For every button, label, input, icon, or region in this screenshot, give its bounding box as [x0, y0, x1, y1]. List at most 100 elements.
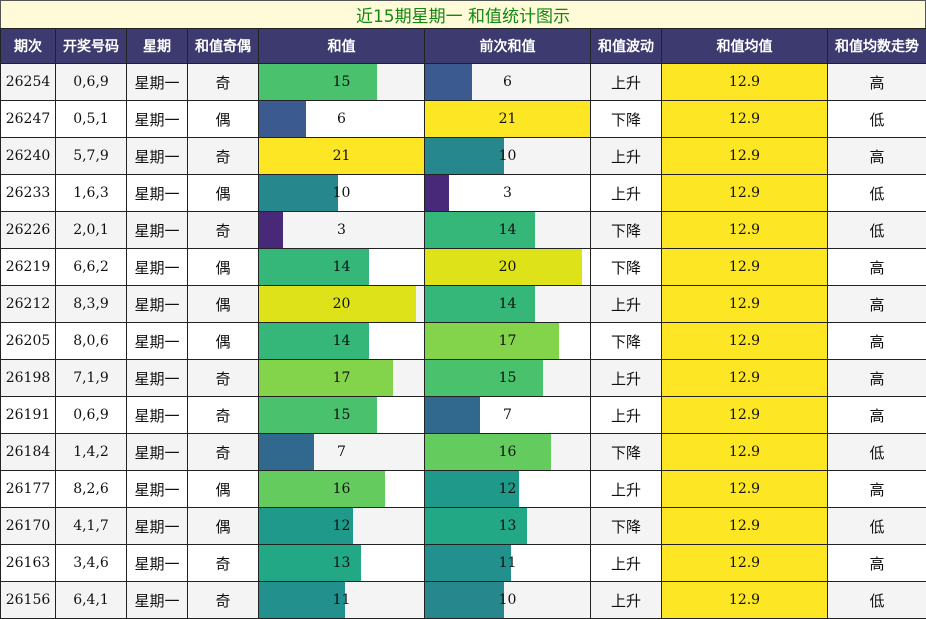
sum-bar-cell: 14	[258, 248, 425, 286]
prev-sum-value: 3	[503, 185, 512, 201]
table-row: 26226 2,0,1 星期一奇 3 14 下降 12.9 低	[0, 211, 926, 249]
table-row: 26219 6,6,2 星期一偶 14 20 下降 12.9 高	[0, 248, 926, 286]
avg-trend-cell: 低	[827, 100, 926, 138]
numbers-cell: 1,6,3	[55, 174, 127, 212]
prev-sum-bar	[425, 434, 551, 470]
trend-cell: 上升	[590, 359, 662, 397]
issue-cell: 26219	[0, 248, 56, 286]
issue-cell: 26212	[0, 285, 56, 323]
parity-cell: 奇	[187, 433, 259, 471]
table-row: 26233 1,6,3 星期一偶 10 3 上升 12.9 低	[0, 174, 926, 212]
sum-bar	[259, 64, 377, 100]
prev-sum-value: 12	[498, 481, 517, 497]
avg-cell: 12.9	[661, 174, 828, 212]
prev-sum-value: 16	[498, 444, 517, 460]
trend-cell: 下降	[590, 211, 662, 249]
avg-cell: 12.9	[661, 137, 828, 175]
sum-bar-cell: 17	[258, 359, 425, 397]
prev-sum-value: 17	[498, 333, 517, 349]
trend-cell: 下降	[590, 248, 662, 286]
prev-sum-bar-cell: 14	[424, 285, 591, 323]
avg-cell: 12.9	[661, 248, 828, 286]
sum-value: 3	[337, 222, 346, 238]
weekday-cell: 星期一	[126, 544, 188, 582]
trend-cell: 下降	[590, 100, 662, 138]
col-header-numbers[interactable]: 开奖号码	[55, 28, 127, 64]
table-row: 26247 0,5,1 星期一偶 6 21 下降 12.9 低	[0, 100, 926, 138]
weekday-cell: 星期一	[126, 211, 188, 249]
avg-cell: 12.9	[661, 544, 828, 582]
col-header-sum[interactable]: 和值	[258, 28, 425, 64]
sum-bar	[259, 323, 369, 359]
issue-cell: 26170	[0, 507, 56, 545]
sum-value: 10	[332, 185, 351, 201]
avg-trend-cell: 高	[827, 285, 926, 323]
prev-sum-bar	[425, 397, 480, 433]
sum-bar-cell: 12	[258, 507, 425, 545]
weekday-cell: 星期一	[126, 322, 188, 360]
sum-bar	[259, 212, 283, 248]
sum-value: 12	[332, 518, 351, 534]
prev-sum-value: 10	[498, 148, 517, 164]
weekday-cell: 星期一	[126, 470, 188, 508]
avg-trend-cell: 低	[827, 174, 926, 212]
numbers-cell: 7,1,9	[55, 359, 127, 397]
sum-value: 15	[332, 74, 351, 90]
prev-sum-bar-cell: 21	[424, 100, 591, 138]
table-row: 26156 6,4,1 星期一奇 11 10 上升 12.9 低	[0, 581, 926, 619]
numbers-cell: 8,3,9	[55, 285, 127, 323]
numbers-cell: 8,2,6	[55, 470, 127, 508]
issue-cell: 26163	[0, 544, 56, 582]
sum-bar-cell: 20	[258, 285, 425, 323]
prev-sum-bar-cell: 10	[424, 581, 591, 619]
numbers-cell: 4,1,7	[55, 507, 127, 545]
issue-cell: 26177	[0, 470, 56, 508]
issue-cell: 26205	[0, 322, 56, 360]
col-header-weekday[interactable]: 星期	[126, 28, 188, 64]
weekday-cell: 星期一	[126, 433, 188, 471]
parity-cell: 偶	[187, 470, 259, 508]
avg-cell: 12.9	[661, 396, 828, 434]
table-row: 26198 7,1,9 星期一奇 17 15 上升 12.9 高	[0, 359, 926, 397]
sum-bar	[259, 545, 362, 581]
issue-cell: 26191	[0, 396, 56, 434]
weekday-cell: 星期一	[126, 100, 188, 138]
trend-cell: 上升	[590, 396, 662, 434]
numbers-cell: 8,0,6	[55, 322, 127, 360]
prev-sum-bar	[425, 249, 583, 285]
col-header-prev-sum[interactable]: 前次和值	[424, 28, 591, 64]
col-header-issue[interactable]: 期次	[0, 28, 56, 64]
col-header-avg-trend[interactable]: 和值均数走势	[827, 28, 926, 64]
avg-trend-cell: 低	[827, 433, 926, 471]
trend-cell: 上升	[590, 544, 662, 582]
issue-cell: 26240	[0, 137, 56, 175]
avg-cell: 12.9	[661, 507, 828, 545]
sum-value: 11	[332, 592, 351, 608]
table-row: 26177 8,2,6 星期一偶 16 12 上升 12.9 高	[0, 470, 926, 508]
sum-bar	[259, 582, 346, 618]
avg-trend-cell: 高	[827, 137, 926, 175]
avg-trend-cell: 高	[827, 396, 926, 434]
col-header-trend[interactable]: 和值波动	[590, 28, 662, 64]
prev-sum-value: 21	[498, 111, 517, 127]
prev-sum-bar	[425, 508, 528, 544]
numbers-cell: 5,7,9	[55, 137, 127, 175]
parity-cell: 偶	[187, 507, 259, 545]
prev-sum-bar	[425, 138, 504, 174]
prev-sum-bar	[425, 545, 512, 581]
col-header-avg[interactable]: 和值均值	[661, 28, 828, 64]
parity-cell: 偶	[187, 100, 259, 138]
prev-sum-value: 13	[498, 518, 517, 534]
table-row: 26254 0,6,9 星期一奇 15 6 上升 12.9 高	[0, 63, 926, 101]
prev-sum-value: 14	[498, 222, 517, 238]
prev-sum-bar	[425, 360, 543, 396]
prev-sum-bar	[425, 101, 590, 137]
sum-bar	[259, 508, 354, 544]
issue-cell: 26198	[0, 359, 56, 397]
avg-trend-cell: 高	[827, 359, 926, 397]
prev-sum-bar-cell: 6	[424, 63, 591, 101]
weekday-cell: 星期一	[126, 581, 188, 619]
col-header-parity[interactable]: 和值奇偶	[187, 28, 259, 64]
sum-value: 20	[332, 296, 351, 312]
weekday-cell: 星期一	[126, 248, 188, 286]
